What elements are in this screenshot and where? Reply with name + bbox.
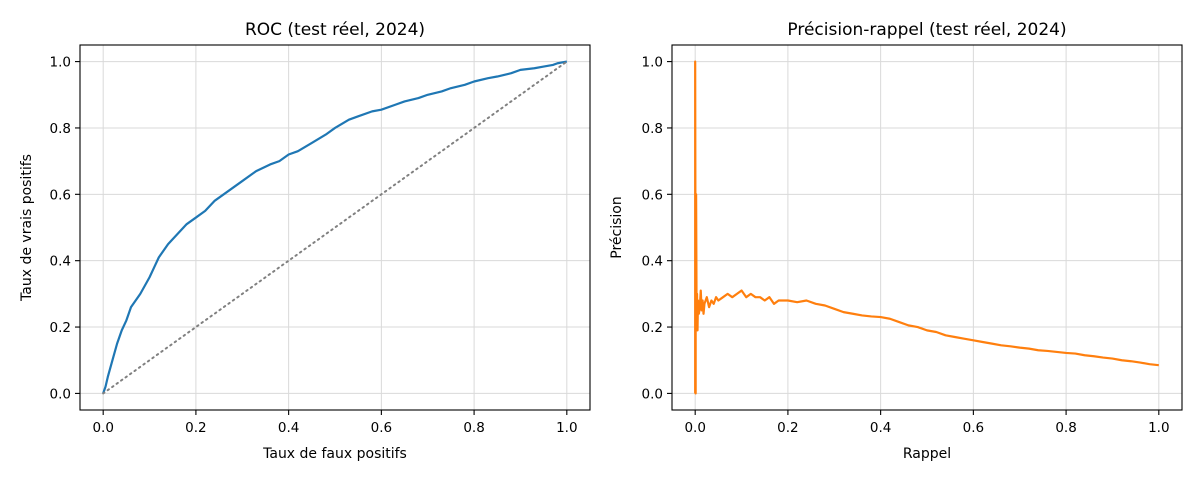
pr-x-axis-label: Rappel [903, 446, 951, 462]
pr-y-tick-label: 0.4 [642, 254, 663, 270]
pr-x-tick-label: 0.2 [777, 420, 798, 436]
roc-x-tick-label: 0.2 [185, 420, 206, 436]
roc-x-tick-label: 0.6 [371, 420, 392, 436]
roc-panel: ROC (test réel, 2024) 0.0 0.2 0.4 0.6 0.8 1.0… [19, 20, 591, 462]
pr-y-axis-label: Précision [609, 196, 625, 258]
pr-y-ticks: 0.0 0.2 0.4 0.6 0.8 1.0 [642, 55, 672, 402]
roc-y-ticks: 0.0 0.2 0.4 0.6 0.8 1.0 [50, 55, 80, 402]
roc-x-ticks: 0.0 0.2 0.4 0.6 0.8 1.0 [92, 410, 578, 436]
roc-y-tick-label: 0.8 [50, 121, 71, 137]
pr-x-tick-label: 0.4 [870, 420, 891, 436]
roc-y-tick-label: 1.0 [50, 55, 71, 71]
pr-grid [672, 45, 1182, 410]
pr-x-tick-label: 0.8 [1055, 420, 1076, 436]
roc-y-tick-label: 0.4 [50, 254, 71, 270]
roc-x-axis-label: Taux de faux positifs [262, 446, 407, 462]
roc-x-tick-label: 1.0 [556, 420, 577, 436]
roc-x-tick-label: 0.8 [463, 420, 484, 436]
roc-x-tick-label: 0.4 [278, 420, 299, 436]
pr-title: Précision-rappel (test réel, 2024) [787, 20, 1066, 40]
precision-recall-panel: Précision-rappel (test réel, 2024) 0.0 0.… [609, 20, 1183, 462]
pr-y-tick-label: 1.0 [642, 55, 663, 71]
roc-x-tick-label: 0.0 [92, 420, 113, 436]
pr-x-tick-label: 0.0 [684, 420, 705, 436]
roc-y-axis-label: Taux de vrais positifs [19, 154, 35, 302]
roc-y-tick-label: 0.6 [50, 187, 71, 203]
pr-x-ticks: 0.0 0.2 0.4 0.6 0.8 1.0 [684, 410, 1170, 436]
pr-x-tick-label: 0.6 [963, 420, 984, 436]
roc-diagonal-reference-line [102, 60, 568, 395]
roc-axes-frame [79, 44, 591, 411]
roc-y-tick-label: 0.2 [50, 320, 71, 336]
pr-axes-frame [671, 44, 1183, 411]
pr-y-tick-label: 0.0 [642, 386, 663, 402]
roc-y-tick-label: 0.0 [50, 386, 71, 402]
pr-curve-line [694, 60, 1159, 395]
pr-y-tick-label: 0.8 [642, 121, 663, 137]
roc-plot-area [102, 60, 568, 395]
pr-x-tick-label: 1.0 [1148, 420, 1169, 436]
pr-y-tick-label: 0.2 [642, 320, 663, 336]
roc-curve-line [102, 60, 568, 394]
pr-y-tick-label: 0.6 [642, 187, 663, 203]
roc-grid [80, 45, 590, 410]
pr-plot-area [694, 60, 1159, 395]
roc-title: ROC (test réel, 2024) [245, 20, 425, 40]
